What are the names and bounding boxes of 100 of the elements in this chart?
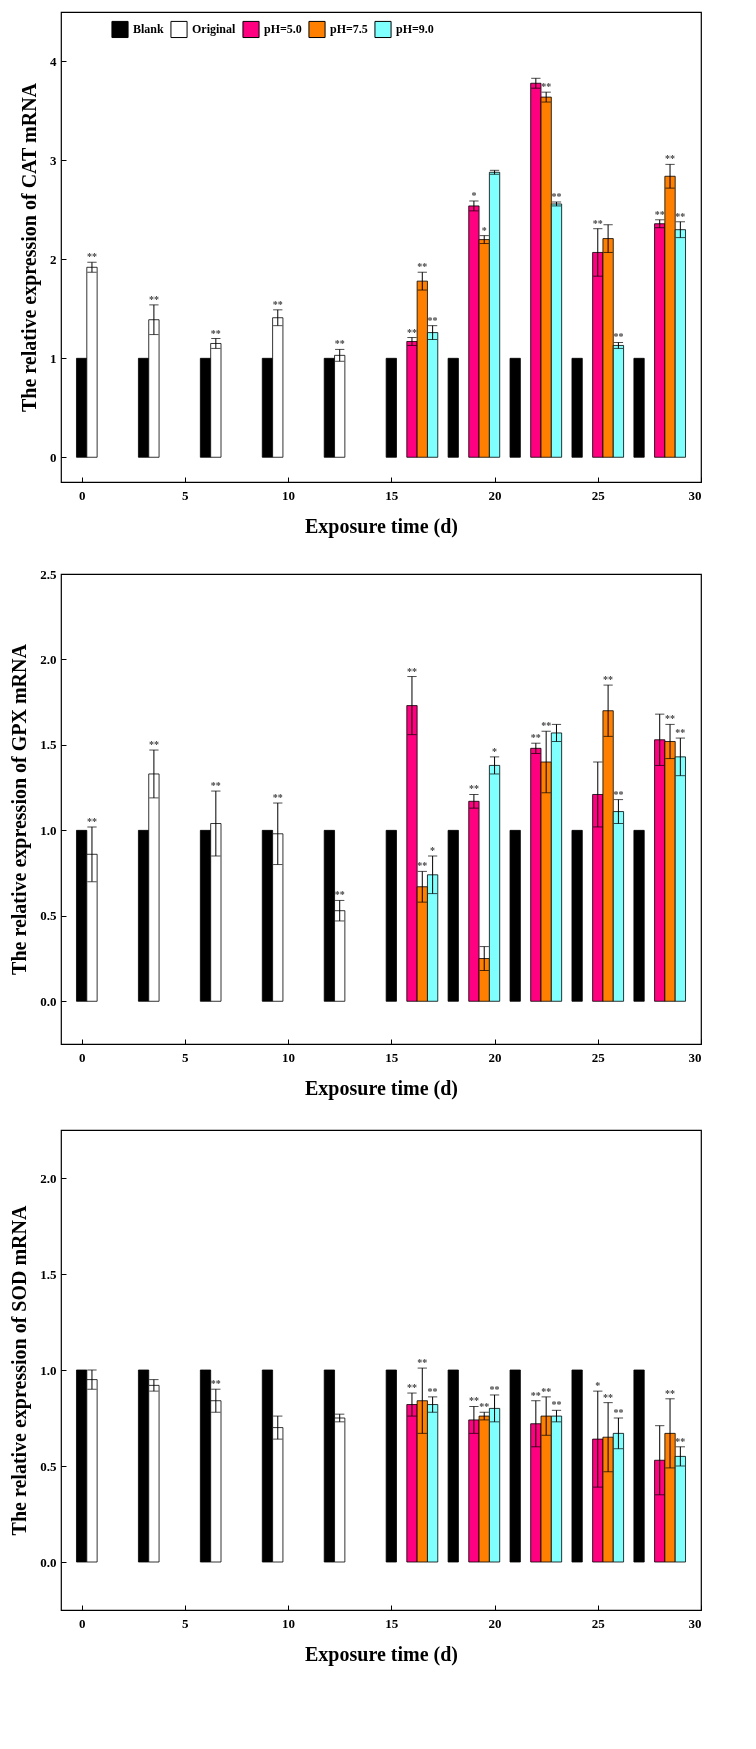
bar bbox=[571, 829, 583, 1002]
x-tick-label: 30 bbox=[688, 487, 702, 503]
y-tick-label: 1.5 bbox=[40, 737, 57, 753]
annotation: ** bbox=[603, 1391, 614, 1403]
annotation: ** bbox=[417, 1357, 428, 1369]
x-axis-title: Exposure time (d) bbox=[305, 1076, 458, 1100]
bar bbox=[571, 1369, 583, 1563]
annotation: * bbox=[430, 845, 436, 856]
x-tick-label: 30 bbox=[688, 1615, 702, 1631]
annotation: ** bbox=[210, 1378, 221, 1390]
annotation: ** bbox=[603, 674, 614, 686]
annotation: ** bbox=[592, 217, 603, 229]
x-tick-label: 10 bbox=[282, 1049, 296, 1065]
bar bbox=[633, 357, 645, 458]
annotation: ** bbox=[541, 1385, 552, 1397]
x-tick-label: 20 bbox=[488, 1049, 502, 1065]
annotation: ** bbox=[530, 732, 541, 744]
annotation: ** bbox=[417, 860, 428, 872]
annotation: ** bbox=[334, 889, 345, 901]
annotation: ** bbox=[86, 251, 97, 263]
bar bbox=[385, 829, 397, 1002]
bar bbox=[633, 1369, 645, 1563]
annotation: ** bbox=[551, 1399, 562, 1411]
annotation: ** bbox=[427, 1385, 438, 1397]
annotation: ** bbox=[86, 815, 97, 827]
annotation: * bbox=[595, 1380, 601, 1392]
bar bbox=[447, 829, 459, 1002]
x-tick-label: 25 bbox=[591, 487, 606, 503]
annotation: ** bbox=[675, 727, 686, 739]
annotation: ** bbox=[334, 338, 345, 350]
y-tick-label: 2.0 bbox=[40, 651, 57, 667]
legend-label: pH=5.0 bbox=[264, 22, 302, 37]
y-tick-label: 0 bbox=[50, 449, 57, 465]
annotation: ** bbox=[613, 1407, 624, 1418]
legend-label: Blank bbox=[133, 22, 165, 37]
x-tick-label: 25 bbox=[591, 1615, 606, 1631]
bar bbox=[509, 1369, 521, 1563]
annotation: ** bbox=[406, 326, 417, 338]
legend-label: pH=9.0 bbox=[396, 22, 434, 37]
annotation: * bbox=[492, 745, 498, 757]
x-tick-label: 0 bbox=[78, 1049, 86, 1065]
annotation: ** bbox=[541, 720, 552, 732]
x-tick-label: 20 bbox=[488, 487, 502, 503]
annotation: ** bbox=[417, 261, 428, 273]
y-tick-label: 4 bbox=[50, 53, 57, 69]
annotation: ** bbox=[148, 293, 159, 305]
x-tick-label: 15 bbox=[385, 1049, 399, 1065]
bar bbox=[385, 1369, 397, 1563]
annotation: ** bbox=[489, 1383, 500, 1395]
annotation: ** bbox=[479, 1401, 490, 1413]
x-tick-label: 10 bbox=[282, 1615, 296, 1631]
annotation: ** bbox=[406, 665, 417, 677]
x-tick-label: 15 bbox=[385, 487, 399, 503]
annotation: ** bbox=[665, 153, 676, 165]
y-tick-label: 1.5 bbox=[40, 1266, 57, 1282]
annotation: ** bbox=[613, 788, 624, 800]
y-axis-title: The relative expression of SOD mRNA bbox=[8, 1205, 32, 1536]
annotation: ** bbox=[148, 739, 159, 751]
x-axis-title: Exposure time (d) bbox=[305, 514, 458, 538]
annotation: ** bbox=[530, 1389, 541, 1401]
bar bbox=[385, 357, 397, 458]
annotation: ** bbox=[468, 783, 479, 795]
x-tick-label: 15 bbox=[385, 1615, 399, 1631]
bar bbox=[571, 357, 583, 458]
annotation: ** bbox=[675, 1435, 686, 1447]
x-tick-label: 25 bbox=[591, 1049, 606, 1065]
bar bbox=[633, 829, 645, 1002]
x-axis-title: Exposure time (d) bbox=[305, 1642, 458, 1666]
annotation: * bbox=[481, 224, 487, 236]
annotation: ** bbox=[468, 1395, 479, 1407]
y-tick-label: 2.0 bbox=[40, 1170, 57, 1186]
y-tick-label: 2.5 bbox=[40, 566, 57, 582]
annotation: ** bbox=[665, 713, 676, 725]
annotation: ** bbox=[272, 792, 283, 804]
annotation: ** bbox=[675, 210, 686, 222]
annotation: ** bbox=[406, 1382, 417, 1394]
legend-label: Original bbox=[192, 22, 236, 37]
y-tick-label: 1.0 bbox=[40, 1362, 57, 1378]
annotation: ** bbox=[272, 298, 283, 310]
y-tick-label: 0.0 bbox=[40, 993, 57, 1009]
x-tick-label: 0 bbox=[78, 1615, 86, 1631]
annotation: ** bbox=[551, 190, 562, 202]
y-tick-label: 3 bbox=[50, 152, 57, 168]
y-tick-label: 1.0 bbox=[40, 822, 57, 838]
y-tick-label: 0.0 bbox=[40, 1554, 57, 1570]
y-axis-title: The relative expression of CAT mRNA bbox=[18, 82, 41, 413]
annotation: ** bbox=[654, 208, 665, 220]
x-tick-label: 5 bbox=[182, 487, 190, 503]
bar bbox=[447, 1369, 459, 1563]
x-tick-label: 20 bbox=[488, 1615, 502, 1631]
y-tick-label: 2 bbox=[50, 251, 57, 267]
bar bbox=[447, 357, 459, 458]
y-tick-label: 1 bbox=[50, 350, 57, 366]
annotation: ** bbox=[210, 327, 221, 339]
annotation: ** bbox=[541, 81, 552, 93]
y-tick-label: 0.5 bbox=[40, 1458, 57, 1474]
x-tick-label: 5 bbox=[182, 1615, 190, 1631]
y-axis-title: The relative expression of GPX mRNA bbox=[8, 643, 32, 975]
x-tick-label: 0 bbox=[78, 487, 86, 503]
bar bbox=[509, 829, 521, 1002]
